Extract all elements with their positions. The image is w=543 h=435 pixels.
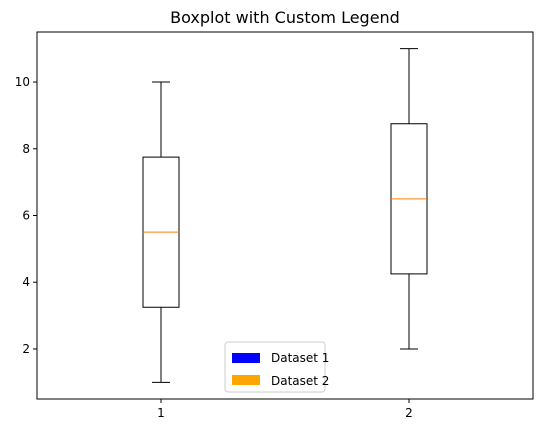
box-group-1 xyxy=(142,81,180,383)
chart-title: Boxplot with Custom Legend xyxy=(170,8,400,27)
x-tick-label-1: 1 xyxy=(157,406,165,420)
boxplot-series xyxy=(142,48,428,383)
legend-label-dataset-2: Dataset 2 xyxy=(271,374,329,388)
y-tick-label-10: 10 xyxy=(15,75,30,89)
y-tick-label-4: 4 xyxy=(22,275,30,289)
legend-swatch-dataset-2 xyxy=(232,375,260,385)
legend-label-dataset-1: Dataset 1 xyxy=(271,351,329,365)
legend-swatch-dataset-1 xyxy=(232,353,260,363)
y-tick-label-8: 8 xyxy=(22,142,30,156)
x-tick-label-2: 2 xyxy=(405,406,413,420)
legend: Dataset 1 Dataset 2 xyxy=(224,341,329,393)
y-tick-label-6: 6 xyxy=(22,209,30,223)
y-axis-ticks: 2 4 6 8 10 xyxy=(15,75,37,356)
box-group-2 xyxy=(390,48,428,350)
y-tick-label-2: 2 xyxy=(22,342,30,356)
plot-area xyxy=(36,31,534,400)
